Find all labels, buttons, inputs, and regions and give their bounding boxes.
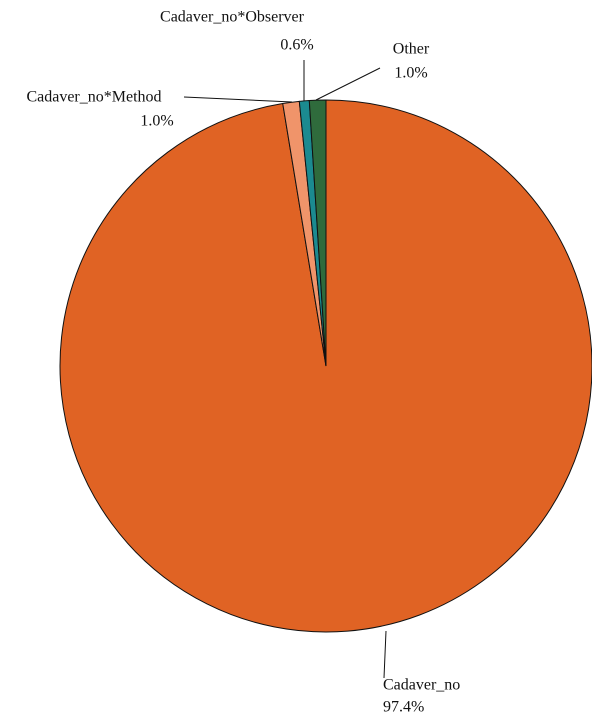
leader-line bbox=[183, 96, 293, 103]
slice-label: Cadaver_no bbox=[383, 677, 460, 694]
leader-line bbox=[383, 630, 387, 679]
slice-label: Cadaver_no*Observer bbox=[160, 9, 305, 26]
slice-value: 1.0% bbox=[394, 65, 427, 82]
slice-value: 0.6% bbox=[280, 37, 313, 54]
pie-slice bbox=[308, 99, 327, 367]
slice-value: 1.0% bbox=[140, 113, 173, 130]
slice-label: Cadaver_no*Method bbox=[26, 89, 161, 106]
leader-line bbox=[315, 67, 381, 101]
slice-label: Other bbox=[393, 41, 430, 58]
slice-value: 97.4% bbox=[383, 699, 424, 714]
